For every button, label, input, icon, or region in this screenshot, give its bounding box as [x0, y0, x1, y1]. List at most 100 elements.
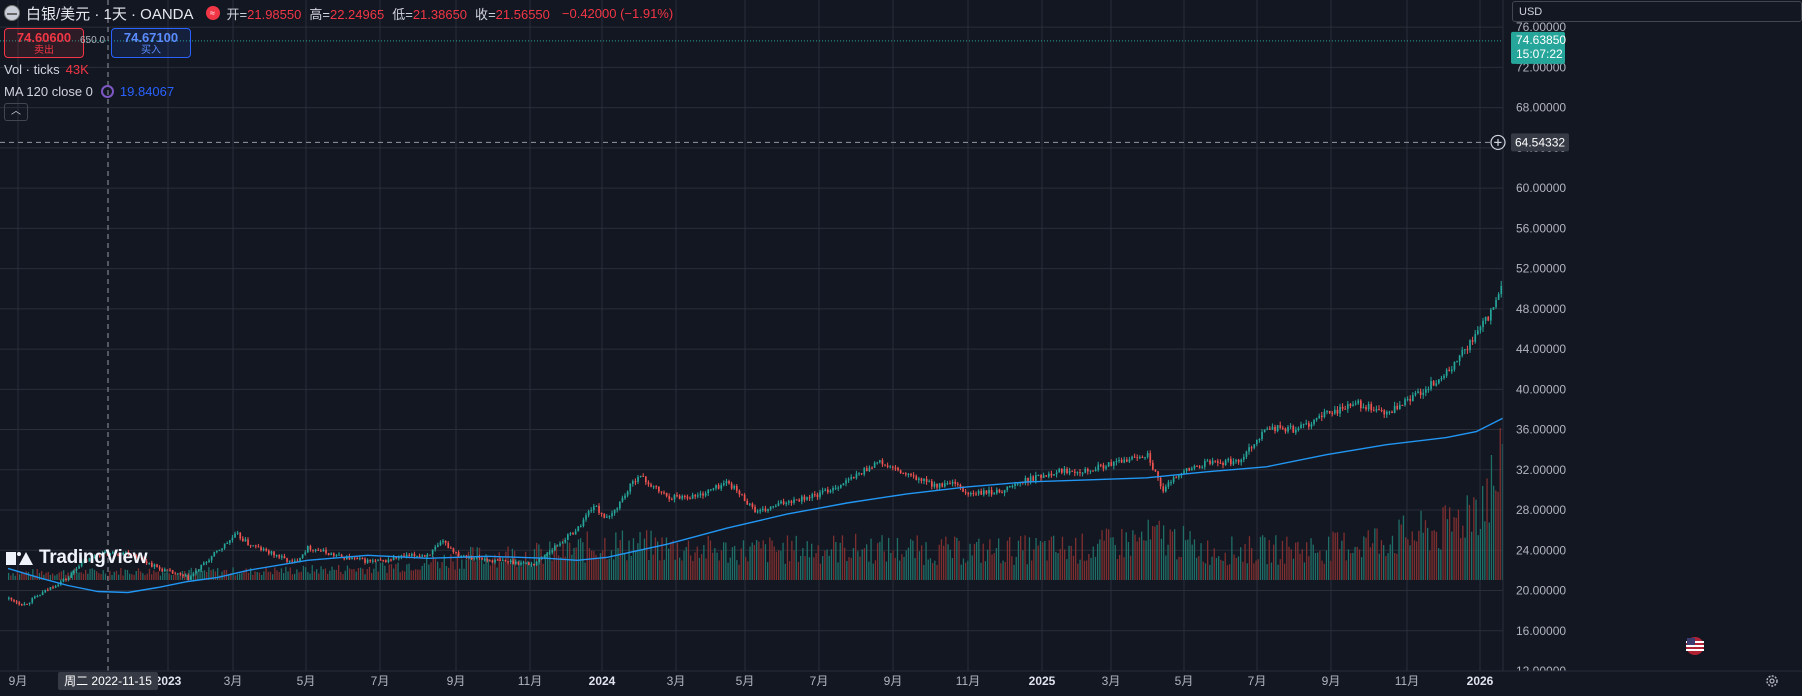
candle-body [195, 570, 197, 574]
candle-body [171, 570, 174, 574]
candle-body [993, 493, 996, 495]
candle-body [478, 556, 481, 558]
candle-body [1323, 411, 1326, 418]
silver-coin-icon[interactable] [4, 5, 20, 21]
volume-bar [140, 571, 142, 580]
volume-bar [1167, 544, 1169, 580]
buy-button[interactable]: 74.67100 买入 [111, 28, 191, 58]
volume-bar [995, 548, 998, 580]
volume-bar [1479, 528, 1482, 580]
candle-body [1458, 355, 1461, 362]
volume-bar [113, 571, 115, 580]
volume-bar [1473, 497, 1475, 580]
volume-bar [155, 572, 157, 580]
candle-body [751, 503, 754, 508]
volume-bar [1127, 542, 1130, 580]
volume-bar [485, 553, 487, 580]
volume-bar [916, 535, 918, 580]
volume-bar [951, 558, 954, 580]
candle-body [73, 570, 75, 574]
chevron-up-icon: ︿ [11, 106, 21, 117]
candle-body [572, 533, 574, 535]
volume-bar [648, 560, 650, 580]
candle-body [1490, 309, 1492, 321]
volume-bar [1020, 536, 1022, 580]
volume-bar [1255, 560, 1257, 580]
candle-body [481, 557, 483, 560]
candle-body [1326, 411, 1328, 413]
candle-body [907, 474, 910, 476]
candle-body [897, 467, 899, 471]
currency-selector[interactable]: USD [1512, 1, 1802, 22]
volume-bar [98, 573, 100, 580]
volume-bar [720, 550, 723, 580]
candle-body [1009, 485, 1011, 487]
volume-bar [1394, 552, 1396, 580]
volume-bar [19, 574, 21, 580]
candle-body [382, 560, 385, 562]
volume-bar [320, 566, 322, 580]
candle-body [379, 559, 382, 561]
candle-body [1464, 349, 1466, 351]
volume-bar [608, 558, 610, 580]
candle-body [608, 515, 611, 517]
candle-body [1443, 375, 1445, 378]
ma-indicator[interactable]: MA 120 close 0 19.84067 [4, 84, 174, 99]
volume-bar [272, 574, 274, 580]
candle-body [691, 494, 694, 499]
price-tick-label: 60.00000 [1516, 181, 1566, 195]
volume-bar [1343, 532, 1345, 580]
candle-body [1497, 294, 1500, 300]
volume-bar [170, 575, 173, 580]
volume-bar [663, 559, 665, 580]
tradingview-logo[interactable]: TradingView [6, 547, 148, 569]
candle-body [1024, 478, 1027, 483]
candle-body [262, 548, 265, 551]
volume-indicator[interactable]: Vol · ticks 43K [4, 62, 89, 77]
time-tick-label: 9月 [447, 674, 466, 688]
candle-body [190, 576, 192, 580]
candle-body [543, 556, 546, 558]
candle-body [1365, 407, 1367, 410]
candle-body [361, 558, 364, 560]
settings-gear-icon[interactable] [1766, 675, 1778, 687]
ohlc-low: 低=21.38650 [392, 6, 468, 22]
candle-body [231, 537, 234, 541]
candle-body [1438, 379, 1440, 384]
candle-body [288, 560, 291, 562]
candle-body [1193, 465, 1196, 469]
candle-body [138, 556, 140, 559]
volume-bar [47, 571, 49, 580]
symbol-title[interactable]: 白银/美元 · 1天 · OANDA [26, 5, 194, 23]
volume-bar [1053, 535, 1055, 580]
volume-bar [907, 547, 910, 580]
volume-bar [1248, 536, 1251, 580]
market-status-icon[interactable]: ≈ [205, 6, 220, 20]
volume-bar [802, 548, 804, 580]
candle-body [452, 548, 455, 552]
volume-bar [1011, 556, 1013, 580]
volume-bar [753, 544, 756, 580]
candle-body [1076, 472, 1079, 474]
add-alert-icon[interactable] [1490, 134, 1506, 151]
volume-bar [60, 571, 63, 580]
candle-body [535, 561, 538, 566]
sell-button[interactable]: 74.60600 卖出 [4, 28, 84, 58]
collapse-indicators-button[interactable]: ︿ [4, 103, 28, 121]
volume-bar [1202, 561, 1204, 580]
volume-bar [1022, 550, 1024, 580]
volume-bar [771, 540, 773, 580]
candle-body [1050, 473, 1053, 476]
volume-bar [573, 547, 575, 580]
candle-body [528, 562, 530, 565]
open-label: 开 [226, 6, 240, 22]
volume-bar [52, 573, 54, 580]
candle-body [684, 496, 686, 498]
candle-body [470, 556, 473, 560]
us-flag-icon[interactable] [1686, 637, 1704, 655]
volume-bar [1290, 549, 1292, 580]
volume-bar [1374, 528, 1376, 580]
price-axis-background [1503, 0, 1802, 691]
volume-bar [30, 574, 32, 580]
